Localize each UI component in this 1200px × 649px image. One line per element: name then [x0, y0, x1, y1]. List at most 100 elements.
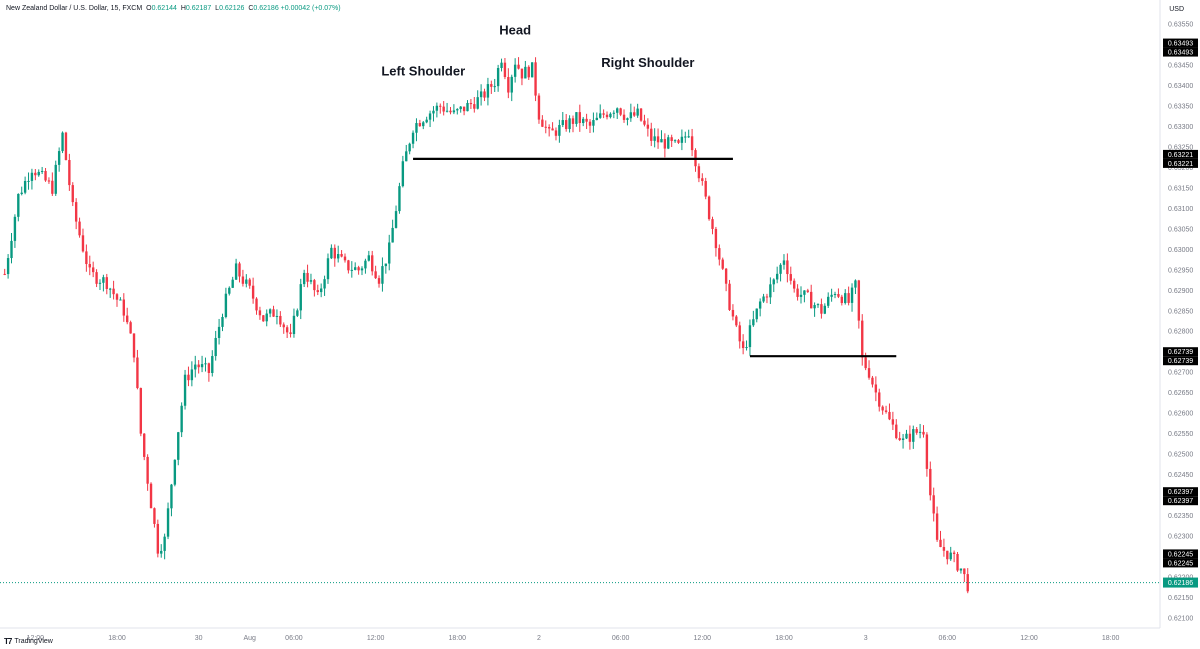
- candle-body: [585, 118, 588, 122]
- time-tick-label: 18:00: [108, 635, 126, 642]
- candle-body: [71, 185, 74, 203]
- candle-body: [40, 170, 44, 172]
- symbol-title[interactable]: New Zealand Dollar / U.S. Dollar, 15, FX…: [6, 5, 143, 12]
- open-label: O: [146, 5, 152, 12]
- candle-body: [251, 285, 255, 299]
- candle-body: [449, 110, 452, 113]
- price-badge: [1163, 158, 1198, 168]
- candle-body: [119, 299, 122, 301]
- price-tick-label: 0.62500: [1168, 452, 1193, 459]
- candle-body: [827, 296, 830, 306]
- candle-body: [701, 178, 704, 182]
- change-value: +0.00042 (+0.07%): [280, 5, 341, 12]
- candle-body: [830, 294, 833, 297]
- candle-body: [857, 280, 861, 321]
- candle-body: [435, 105, 439, 111]
- candle-body: [432, 110, 435, 114]
- annotation-left-shoulder: Left Shoulder: [381, 63, 465, 78]
- candle-body: [129, 322, 132, 334]
- price-tick-label: 0.62700: [1168, 370, 1193, 377]
- candle-body: [391, 227, 394, 243]
- candle-body: [891, 419, 895, 425]
- candle-body: [861, 320, 864, 358]
- candle-body: [374, 271, 377, 279]
- candle-body: [935, 513, 939, 540]
- candle-body: [551, 128, 554, 131]
- candle-body: [878, 392, 881, 407]
- time-axis[interactable]: 12:00 18:00 30 Aug 06:00 12:00 18:00 2 06:00 12:0…: [27, 635, 1120, 642]
- candle-body: [466, 102, 469, 112]
- price-tick-label: 0.63100: [1168, 206, 1193, 213]
- candle-body: [741, 341, 745, 349]
- price-badge: [1163, 558, 1198, 568]
- candle-body: [850, 287, 854, 303]
- candle-body: [245, 279, 248, 284]
- candle-body: [340, 254, 343, 257]
- candle-body: [728, 283, 731, 310]
- price-tick-label: 0.62550: [1168, 431, 1193, 438]
- candle-body: [718, 248, 721, 260]
- candle-body: [799, 294, 803, 297]
- candle-body: [599, 113, 602, 118]
- price-badge-label: 0.63221: [1168, 161, 1193, 168]
- candle-body: [459, 106, 462, 110]
- candle-body: [864, 357, 867, 369]
- candle-body: [282, 324, 285, 328]
- candle-body: [238, 263, 241, 277]
- candle-body: [748, 325, 752, 348]
- candle-body: [360, 268, 364, 271]
- candle-body: [782, 260, 786, 265]
- close-value: 0.62186: [253, 5, 279, 12]
- candle-body: [963, 568, 966, 575]
- tradingview-brand[interactable]: T7 TradingView: [4, 637, 53, 646]
- candle-body: [636, 108, 639, 116]
- candle-body: [149, 483, 153, 509]
- candle-body: [806, 290, 809, 292]
- price-tick-label: 0.63350: [1168, 104, 1193, 111]
- candle-body: [428, 113, 432, 120]
- candle-body: [847, 293, 850, 303]
- candle-body: [564, 120, 568, 130]
- candle-body: [469, 102, 473, 105]
- price-badge: [1163, 38, 1198, 48]
- close-label: C: [248, 5, 254, 12]
- candle-body: [177, 432, 180, 460]
- candle-body: [697, 166, 701, 179]
- candle-body: [23, 180, 27, 193]
- candle-body: [442, 106, 445, 112]
- candle-body: [115, 294, 119, 300]
- candle-body: [905, 433, 908, 439]
- candle-body: [959, 568, 963, 571]
- candle-body: [779, 264, 782, 274]
- candle-body: [27, 180, 30, 182]
- candle-body: [228, 287, 231, 294]
- low-label: L: [215, 5, 220, 12]
- candle-body: [871, 377, 874, 385]
- candle-body: [946, 550, 949, 560]
- candle-body: [816, 304, 820, 306]
- candle-body: [333, 247, 336, 259]
- candle-body: [490, 84, 493, 87]
- candle-body: [456, 109, 459, 111]
- candle-body: [530, 62, 534, 78]
- candle-body: [932, 495, 935, 514]
- candle-body: [47, 180, 51, 182]
- price-badge-label: 0.62739: [1168, 349, 1193, 356]
- candle-body: [922, 431, 925, 435]
- candle-body: [942, 547, 946, 551]
- price-axis[interactable]: 0.635500.635000.634500.634000.633500.633…: [1163, 22, 1198, 623]
- candle-body: [398, 186, 401, 212]
- candle-body: [558, 125, 561, 136]
- candle-body: [820, 304, 823, 314]
- price-tick-label: 0.62100: [1168, 615, 1193, 622]
- brand-name: TradingView: [14, 638, 53, 645]
- price-badge: [1163, 496, 1198, 506]
- time-tick-label: 18:00: [775, 635, 793, 642]
- candle-body: [650, 128, 653, 141]
- candle-body: [37, 171, 40, 176]
- candle-body: [98, 282, 102, 284]
- tradingview-logo-icon: T7: [4, 637, 12, 646]
- candle-body: [704, 181, 707, 197]
- candle-body: [143, 433, 146, 457]
